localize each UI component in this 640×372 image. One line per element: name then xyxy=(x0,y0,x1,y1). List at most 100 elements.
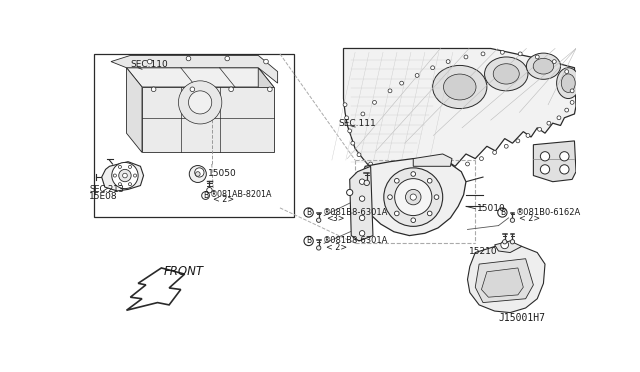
Circle shape xyxy=(394,211,399,216)
Circle shape xyxy=(395,179,432,216)
Circle shape xyxy=(384,168,443,226)
Polygon shape xyxy=(127,268,184,310)
Circle shape xyxy=(118,183,122,186)
Text: < 2>: < 2> xyxy=(520,214,541,223)
Circle shape xyxy=(547,121,551,125)
Circle shape xyxy=(360,179,365,185)
Text: 15210: 15210 xyxy=(469,247,498,256)
Circle shape xyxy=(347,189,353,196)
Circle shape xyxy=(538,128,541,131)
Polygon shape xyxy=(127,68,142,153)
Circle shape xyxy=(190,87,195,92)
Circle shape xyxy=(564,108,568,112)
Circle shape xyxy=(510,218,515,222)
Text: B: B xyxy=(204,191,209,200)
Circle shape xyxy=(540,152,550,161)
Circle shape xyxy=(317,218,321,222)
Circle shape xyxy=(317,246,321,250)
Circle shape xyxy=(504,144,508,148)
Ellipse shape xyxy=(444,74,476,100)
Circle shape xyxy=(151,87,156,92)
Circle shape xyxy=(406,189,421,205)
Circle shape xyxy=(357,153,361,157)
Circle shape xyxy=(134,174,136,177)
Circle shape xyxy=(446,60,450,64)
Circle shape xyxy=(195,172,200,176)
Circle shape xyxy=(304,208,313,217)
Circle shape xyxy=(510,240,515,244)
Text: SEC.111: SEC.111 xyxy=(338,119,376,128)
Circle shape xyxy=(526,134,530,137)
Circle shape xyxy=(570,100,574,104)
Text: <3>: <3> xyxy=(326,214,344,223)
Circle shape xyxy=(431,66,435,70)
Circle shape xyxy=(535,55,539,59)
Text: < 2>: < 2> xyxy=(326,243,347,251)
Circle shape xyxy=(436,172,440,176)
Circle shape xyxy=(189,166,206,183)
Ellipse shape xyxy=(527,53,561,79)
Circle shape xyxy=(351,141,355,145)
Circle shape xyxy=(361,112,365,116)
Circle shape xyxy=(465,162,469,166)
Circle shape xyxy=(345,116,349,120)
Circle shape xyxy=(372,100,376,104)
Ellipse shape xyxy=(433,65,487,109)
Circle shape xyxy=(202,192,209,199)
Circle shape xyxy=(129,165,132,169)
Ellipse shape xyxy=(533,58,554,74)
Ellipse shape xyxy=(493,64,519,84)
Circle shape xyxy=(464,55,468,59)
Circle shape xyxy=(570,89,574,93)
Circle shape xyxy=(498,208,507,217)
Polygon shape xyxy=(533,141,576,182)
Circle shape xyxy=(118,165,122,169)
Polygon shape xyxy=(359,158,466,235)
Circle shape xyxy=(421,173,425,177)
Circle shape xyxy=(410,194,417,200)
Ellipse shape xyxy=(557,68,580,99)
Circle shape xyxy=(195,168,204,177)
Circle shape xyxy=(364,180,369,186)
Polygon shape xyxy=(344,48,576,177)
Polygon shape xyxy=(102,162,143,191)
Circle shape xyxy=(500,51,504,54)
Circle shape xyxy=(564,70,568,74)
Circle shape xyxy=(394,174,398,177)
Circle shape xyxy=(229,87,234,92)
Circle shape xyxy=(369,162,372,166)
Circle shape xyxy=(394,179,399,183)
Circle shape xyxy=(207,187,212,193)
Circle shape xyxy=(516,139,520,143)
Text: B: B xyxy=(306,237,311,246)
Text: ®081AB-8201A: ®081AB-8201A xyxy=(210,190,273,199)
Circle shape xyxy=(112,163,138,189)
Circle shape xyxy=(388,195,392,199)
Text: SEC.110: SEC.110 xyxy=(131,60,168,69)
Polygon shape xyxy=(142,87,274,153)
Circle shape xyxy=(415,74,419,77)
Text: B: B xyxy=(306,208,311,217)
Circle shape xyxy=(360,215,365,221)
Polygon shape xyxy=(413,154,452,166)
Text: FRONT: FRONT xyxy=(164,264,204,278)
Circle shape xyxy=(147,59,152,64)
Circle shape xyxy=(452,167,456,171)
Circle shape xyxy=(434,195,439,199)
Polygon shape xyxy=(127,68,274,87)
Text: B: B xyxy=(500,208,505,217)
Circle shape xyxy=(304,236,313,246)
Text: 15010: 15010 xyxy=(477,204,506,213)
Circle shape xyxy=(179,81,222,124)
Circle shape xyxy=(186,56,191,61)
Circle shape xyxy=(411,172,415,176)
Text: J15001H7: J15001H7 xyxy=(498,313,545,323)
Circle shape xyxy=(481,52,485,56)
Circle shape xyxy=(360,196,365,201)
Circle shape xyxy=(501,241,509,249)
Circle shape xyxy=(388,89,392,93)
Polygon shape xyxy=(467,245,545,312)
Circle shape xyxy=(411,218,415,222)
Circle shape xyxy=(540,165,550,174)
Bar xyxy=(94,54,294,217)
